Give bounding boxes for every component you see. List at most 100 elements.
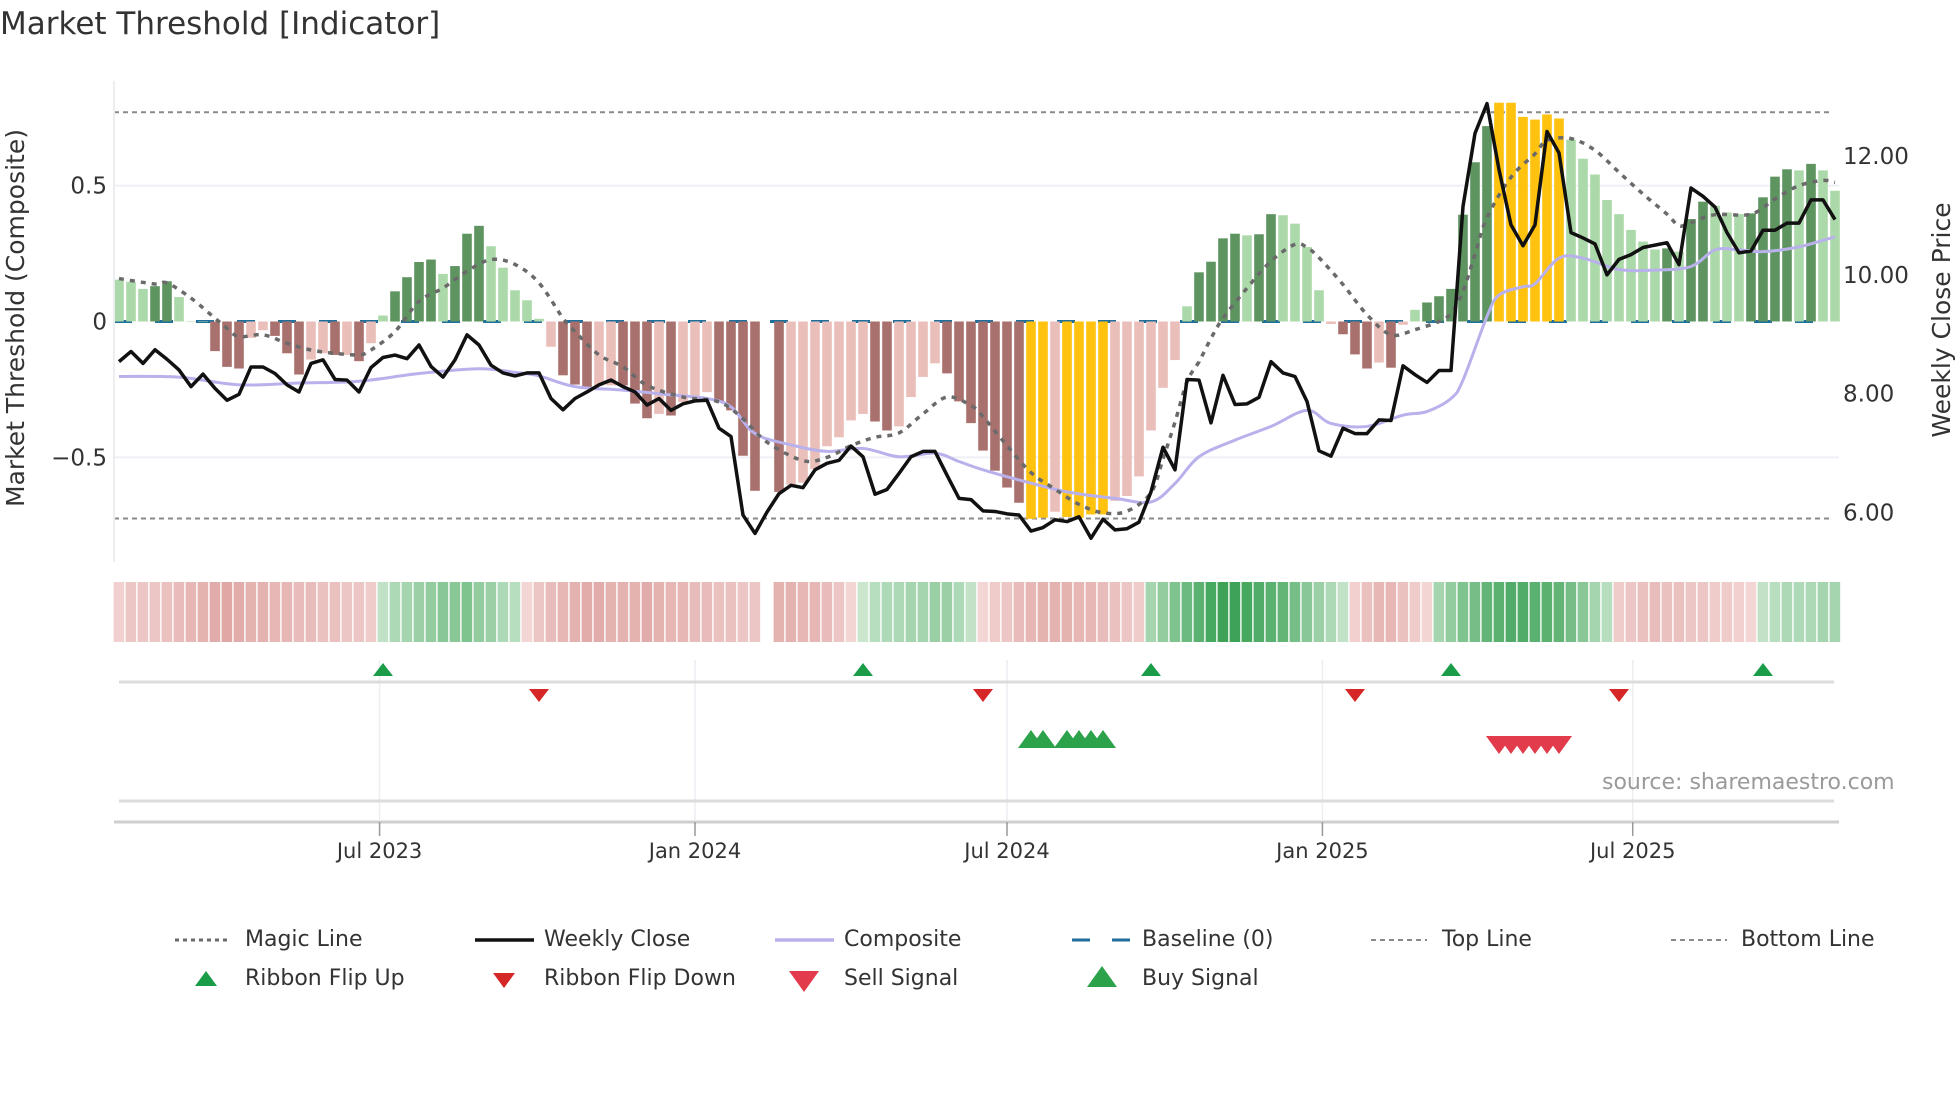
- composite-bar: [1818, 170, 1828, 322]
- composite-bar: [1578, 158, 1588, 322]
- composite-bar: [1686, 219, 1696, 322]
- composite-bar: [1038, 321, 1048, 518]
- ribbon-cell: [209, 582, 221, 642]
- composite-bar: [798, 321, 808, 483]
- ribbon-cell: [1193, 582, 1205, 642]
- ribbon-cell: [893, 582, 905, 642]
- composite-bar: [1386, 321, 1396, 368]
- ribbon-cell: [329, 582, 341, 642]
- ribbon-cell: [1661, 582, 1673, 642]
- ribbon-cell: [857, 582, 869, 642]
- composite-bar: [870, 321, 880, 422]
- ribbon-cell: [1205, 582, 1217, 642]
- composite-bar: [1254, 234, 1264, 322]
- composite-bar: [1206, 261, 1216, 322]
- composite-bar: [198, 321, 208, 322]
- composite-bar: [1710, 205, 1720, 322]
- ribbon-cell: [1397, 582, 1409, 642]
- composite-bar: [486, 246, 496, 322]
- ribbon-cell: [233, 582, 245, 642]
- composite-bar: [978, 321, 988, 451]
- ribbon-cell: [1565, 582, 1577, 642]
- composite-bar: [1662, 248, 1672, 322]
- composite-bar: [678, 321, 688, 402]
- ribbon-cell: [665, 582, 677, 642]
- legend-composite-swatch: [775, 938, 834, 942]
- ribbon-cell: [773, 582, 785, 642]
- legend-sell-icon: [789, 971, 819, 992]
- composite-bar: [222, 321, 232, 367]
- composite-bar: [954, 321, 964, 402]
- legend-buy-label: Buy Signal: [1142, 966, 1259, 991]
- ribbon-cell: [1745, 582, 1757, 642]
- composite-bar: [726, 321, 736, 411]
- composite-bar: [1218, 238, 1228, 322]
- ribbon-cell: [317, 582, 329, 642]
- composite-bar: [1278, 215, 1288, 322]
- ribbon-cell: [1337, 582, 1349, 642]
- ribbon-cell: [641, 582, 653, 642]
- ribbon-cell: [785, 582, 797, 642]
- composite-bar: [1482, 126, 1492, 322]
- composite-bar: [966, 321, 976, 424]
- legend-baseline-swatch: [1072, 938, 1130, 942]
- composite-bar: [906, 321, 916, 398]
- composite-bar: [918, 321, 928, 377]
- x-tick-label: Jan 2024: [647, 839, 742, 863]
- composite-bar: [1554, 118, 1564, 322]
- ribbon-cell: [1061, 582, 1073, 642]
- ribbon-cell: [1409, 582, 1421, 642]
- ribbon-cell: [869, 582, 881, 642]
- composite-bar: [1014, 321, 1024, 503]
- ribbon-flip-up-marker: [1141, 663, 1161, 676]
- legend-composite-label: Composite: [844, 927, 962, 952]
- ribbon-flip-up-marker: [853, 663, 873, 676]
- ribbon-cell: [1265, 582, 1277, 642]
- ribbon: [113, 582, 1841, 642]
- ribbon-cell: [1781, 582, 1793, 642]
- composite-bar: [654, 321, 664, 414]
- chart-title: Market Threshold [Indicator]: [0, 6, 441, 42]
- ribbon-cell: [1649, 582, 1661, 642]
- ribbon-cell: [461, 582, 473, 642]
- legend-flip-down-icon: [493, 973, 515, 988]
- composite-bar: [1158, 321, 1168, 388]
- legend-flip-up-label: Ribbon Flip Up: [245, 966, 405, 991]
- composite-bar: [234, 321, 244, 369]
- ribbon-flip-down-marker: [973, 689, 993, 702]
- ribbon-cell: [545, 582, 557, 642]
- composite-bar: [1542, 114, 1552, 322]
- composite-bar: [570, 321, 580, 385]
- composite-bar: [1614, 214, 1624, 322]
- composite-bar: [1470, 162, 1480, 322]
- ribbon-cell: [1685, 582, 1697, 642]
- ribbon-cell: [989, 582, 1001, 642]
- composite-bar: [138, 288, 148, 322]
- composite-bar: [1410, 309, 1420, 322]
- composite-bar: [162, 281, 172, 322]
- ribbon-cell: [1517, 582, 1529, 642]
- composite-bar: [354, 321, 364, 362]
- composite-bar: [1770, 176, 1780, 322]
- composite-bar: [342, 321, 352, 355]
- composite-bar: [1650, 249, 1660, 322]
- composite-bar: [1746, 213, 1756, 322]
- ribbon-cell: [173, 582, 185, 642]
- ribbon-cell: [653, 582, 665, 642]
- ribbon-cell: [293, 582, 305, 642]
- legend-flip-down-label: Ribbon Flip Down: [544, 966, 736, 991]
- ribbon-flip-up-marker: [373, 663, 393, 676]
- ribbon-cell: [413, 582, 425, 642]
- ribbon-cell: [1541, 582, 1553, 642]
- ribbon-cell: [881, 582, 893, 642]
- right-tick-label: 6.00: [1843, 501, 1894, 527]
- composite-bar: [414, 261, 424, 322]
- ribbon-cell: [281, 582, 293, 642]
- legend-magic-label: Magic Line: [245, 927, 363, 952]
- ribbon-cell: [1757, 582, 1769, 642]
- left-tick-label: −0.5: [51, 445, 107, 471]
- ribbon-cell: [929, 582, 941, 642]
- composite-bar: [1050, 321, 1060, 512]
- composite-bar: [1170, 321, 1180, 361]
- ribbon-cell: [713, 582, 725, 642]
